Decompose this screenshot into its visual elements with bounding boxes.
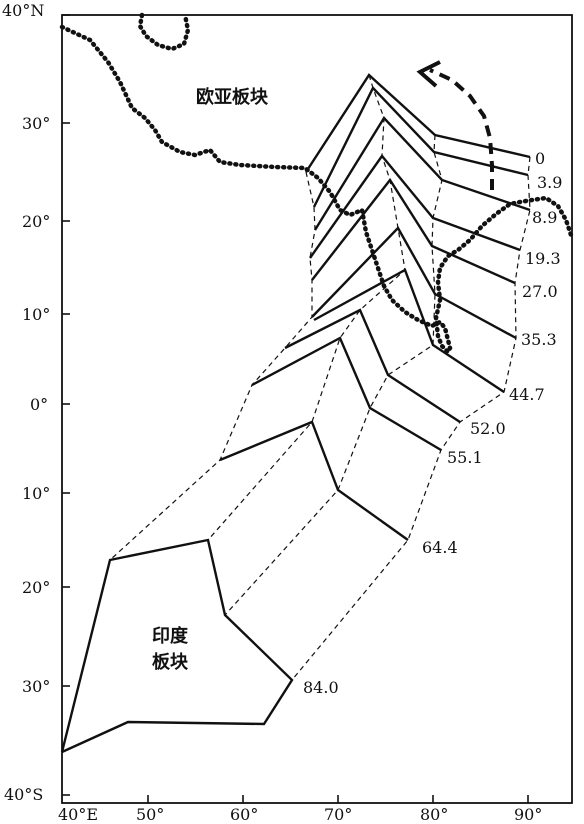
margin-line-19-3 (309, 154, 521, 259)
india-plate-label-line1: 印度 (152, 625, 189, 647)
margin-line-8-9 (313, 116, 531, 231)
lon-label-90: 90° (514, 805, 542, 824)
margin-line-35-3 (311, 226, 517, 340)
margin-line-44-7 (313, 268, 505, 394)
lat-label-10n: 10° (22, 305, 50, 324)
age-label-55-1: 55.1 (447, 448, 483, 467)
age-label-52-0: 52.0 (470, 419, 506, 438)
lat-label-40n: 40°N (2, 1, 44, 20)
age-label-64-4: 64.4 (422, 538, 458, 557)
lon-label-60: 60° (230, 805, 258, 824)
latitude-ticks (62, 14, 70, 796)
india-plate-label-line2: 板块 (152, 651, 189, 673)
track-apex (207, 74, 406, 541)
track-east (291, 156, 531, 681)
age-label-44-7: 44.7 (509, 385, 545, 404)
lon-label-80: 80° (420, 805, 448, 824)
map-frame (61, 14, 573, 804)
himalaya-outline (137, 12, 191, 52)
longitude-ticks (147, 795, 529, 803)
lat-label-40s: 40°S (4, 785, 43, 804)
lat-label-30s: 30° (22, 677, 50, 696)
lon-label-50: 50° (136, 805, 164, 824)
lat-label-20s: 20° (22, 578, 50, 597)
age-label-3-9: 3.9 (537, 173, 562, 192)
margin-line-0 (304, 73, 531, 173)
age-label-0: 0 (535, 149, 545, 168)
eurasia-coastline (59, 24, 575, 356)
lat-label-30n: 30° (22, 114, 50, 133)
lon-label-70: 70° (324, 805, 352, 824)
eurasia-plate-label: 欧亚板块 (196, 86, 269, 108)
age-label-84-0: 84.0 (303, 678, 339, 697)
margin-line-55-1 (251, 336, 442, 452)
margin-line-64-4 (219, 420, 409, 541)
age-label-19-3: 19.3 (525, 249, 561, 268)
track-west (109, 171, 316, 561)
india-plate-outline (60, 538, 294, 754)
lon-label-40e: 40°E (58, 805, 98, 824)
margin-line-3-9 (312, 85, 529, 208)
margin-line-27-0 (311, 177, 516, 285)
age-label-8-9: 8.9 (532, 208, 557, 227)
track-mid (224, 134, 443, 616)
lat-label-0: 0° (30, 395, 48, 414)
age-label-35-3: 35.3 (521, 330, 557, 349)
lat-label-20n: 20° (22, 212, 50, 231)
age-label-27-0: 27.0 (522, 282, 558, 301)
margin-line-52-0 (284, 308, 461, 424)
motion-arrowhead-icon (416, 60, 441, 88)
lat-label-10s: 10° (22, 484, 50, 503)
plate-margin-lines (219, 73, 531, 541)
motion-tracks (109, 74, 531, 681)
